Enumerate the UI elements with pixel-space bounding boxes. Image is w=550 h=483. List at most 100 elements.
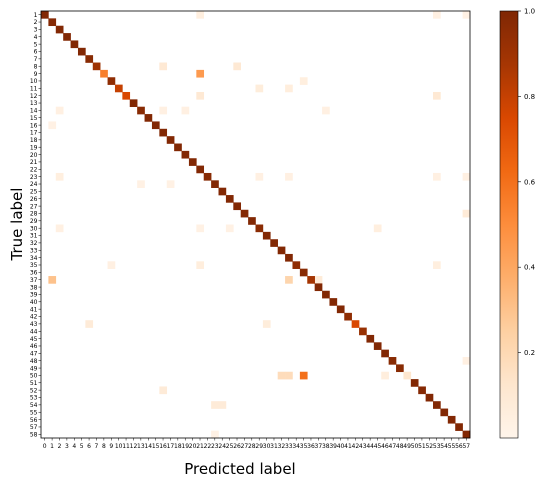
y-tick-label: 5 — [34, 41, 38, 48]
y-tick-label: 17 — [30, 130, 38, 137]
x-tick-label: 40 — [337, 443, 345, 450]
y-tick-label: 53 — [30, 395, 38, 402]
heatmap-diagonal-cell — [433, 401, 441, 409]
heatmap-diagonal-cell — [462, 430, 471, 439]
heatmap-diagonal-cell — [388, 357, 397, 365]
y-tick-label: 10 — [30, 78, 38, 85]
x-tick-label: 17 — [167, 443, 175, 450]
heatmap-diagonal-cell — [440, 408, 449, 417]
x-tick-label: 36 — [307, 443, 315, 450]
heatmap-diagonal-cell — [70, 40, 79, 49]
x-tick-label: 21 — [196, 443, 204, 450]
y-tick-label: 14 — [30, 108, 38, 115]
y-tick-label: 23 — [30, 174, 38, 181]
x-tick-label: 32 — [278, 443, 286, 450]
colorbar-tick-label: 0.2 — [524, 349, 535, 357]
x-tick-label: 4 — [72, 443, 76, 450]
x-tick-label: 34 — [292, 443, 300, 450]
heatmap-diagonal-cell — [129, 99, 138, 108]
x-tick-label: 3 — [65, 443, 69, 450]
heatmap-diagonal-cell — [322, 290, 330, 299]
heatmap-diagonal-cell — [144, 114, 153, 122]
y-tick-label: 26 — [30, 196, 38, 203]
plot-frame — [40, 10, 471, 439]
y-tick-label: 46 — [30, 343, 38, 350]
x-tick-label: 1 — [50, 443, 54, 450]
y-tick-label: 21 — [30, 159, 38, 166]
x-tick-label: 5 — [80, 443, 84, 450]
x-tick-label: 19 — [181, 443, 189, 450]
y-tick-label: 47 — [30, 351, 38, 358]
y-tick-label: 32 — [30, 240, 38, 247]
x-tick-label: 33 — [285, 443, 293, 450]
x-tick-label: 29 — [255, 443, 263, 450]
heatmap-diagonal-cell — [381, 349, 389, 358]
x-tick-label: 28 — [248, 443, 256, 450]
y-tick-label: 39 — [30, 292, 38, 299]
heatmap-cell — [314, 276, 323, 284]
y-tick-label: 37 — [30, 277, 38, 284]
y-tick-label: 38 — [30, 284, 38, 291]
heatmap-cell — [299, 371, 308, 380]
y-tick-label: 55 — [30, 409, 38, 416]
x-tick-label: 18 — [174, 443, 182, 450]
heatmap-diagonal-cell — [233, 202, 242, 211]
heatmap-cell — [55, 106, 64, 115]
heatmap-cell — [462, 357, 471, 365]
heatmap-cell — [285, 84, 293, 93]
heatmap-diagonal-cell — [159, 128, 168, 137]
y-tick-label: 34 — [30, 255, 38, 262]
x-tick-label: 41 — [344, 443, 352, 450]
heatmap-diagonal-cell — [329, 298, 338, 306]
y-tick-label: 16 — [30, 122, 38, 129]
x-tick-label: 42 — [352, 443, 360, 450]
heatmap-diagonal-cell — [100, 69, 108, 78]
heatmap-diagonal-cell — [181, 150, 190, 159]
heatmap-cell — [211, 430, 219, 439]
heatmap-cell — [433, 261, 441, 269]
y-tick-label: 51 — [30, 380, 38, 387]
y-tick-label: 18 — [30, 137, 38, 144]
y-tick-label: 48 — [30, 358, 38, 365]
y-tick-label: 24 — [30, 181, 38, 188]
heatmap-diagonal-cell — [137, 106, 145, 115]
x-tick-label: 16 — [159, 443, 167, 450]
x-tick-label: 53 — [433, 443, 441, 450]
y-tick-label: 52 — [30, 387, 38, 394]
y-tick-label: 22 — [30, 166, 38, 173]
heatmap-diagonal-cell — [240, 209, 249, 218]
x-tick-label: 50 — [411, 443, 419, 450]
heatmap-diagonal-cell — [351, 320, 360, 328]
x-tick-label: 8 — [102, 443, 106, 450]
x-tick-label: 14 — [144, 443, 152, 450]
colorbar-ticks: 0.2 0.4 0.6 0.8 1.0 — [518, 8, 536, 357]
y-tick-label: 58 — [30, 432, 38, 439]
heatmap-cell — [166, 180, 175, 188]
x-tick-label: 37 — [315, 443, 323, 450]
heatmap-diagonal-cell — [292, 261, 301, 269]
heatmap-cell — [85, 320, 94, 328]
heatmap-diagonal-cell — [359, 327, 367, 336]
colorbar-tick-label: 1.0 — [524, 8, 535, 16]
heatmap-cell — [277, 371, 286, 380]
heatmap-diagonal-cell — [225, 195, 234, 203]
x-tick-label: 30 — [263, 443, 271, 450]
heatmap-diagonal-cell — [151, 121, 160, 130]
y-tick-label: 40 — [30, 299, 38, 306]
x-tick-label: 25 — [226, 443, 234, 450]
y-tick-label: 30 — [30, 225, 38, 232]
y-tick-label: 7 — [34, 56, 38, 63]
y-tick-label: 8 — [34, 63, 38, 70]
x-tick-label: 11 — [122, 443, 130, 450]
x-tick-label: 55 — [448, 443, 456, 450]
heatmap-diagonal-cell — [188, 158, 197, 166]
y-tick-label: 6 — [34, 49, 38, 56]
heatmap-cell — [233, 62, 242, 71]
y-tick-label: 44 — [30, 328, 38, 335]
y-tick-label: 43 — [30, 321, 38, 328]
y-axis-label: True label — [8, 188, 26, 262]
heatmap-cell — [196, 91, 205, 100]
x-tick-label: 12 — [130, 443, 138, 450]
x-tick-label: 20 — [189, 443, 197, 450]
x-tick-label: 7 — [95, 443, 99, 450]
